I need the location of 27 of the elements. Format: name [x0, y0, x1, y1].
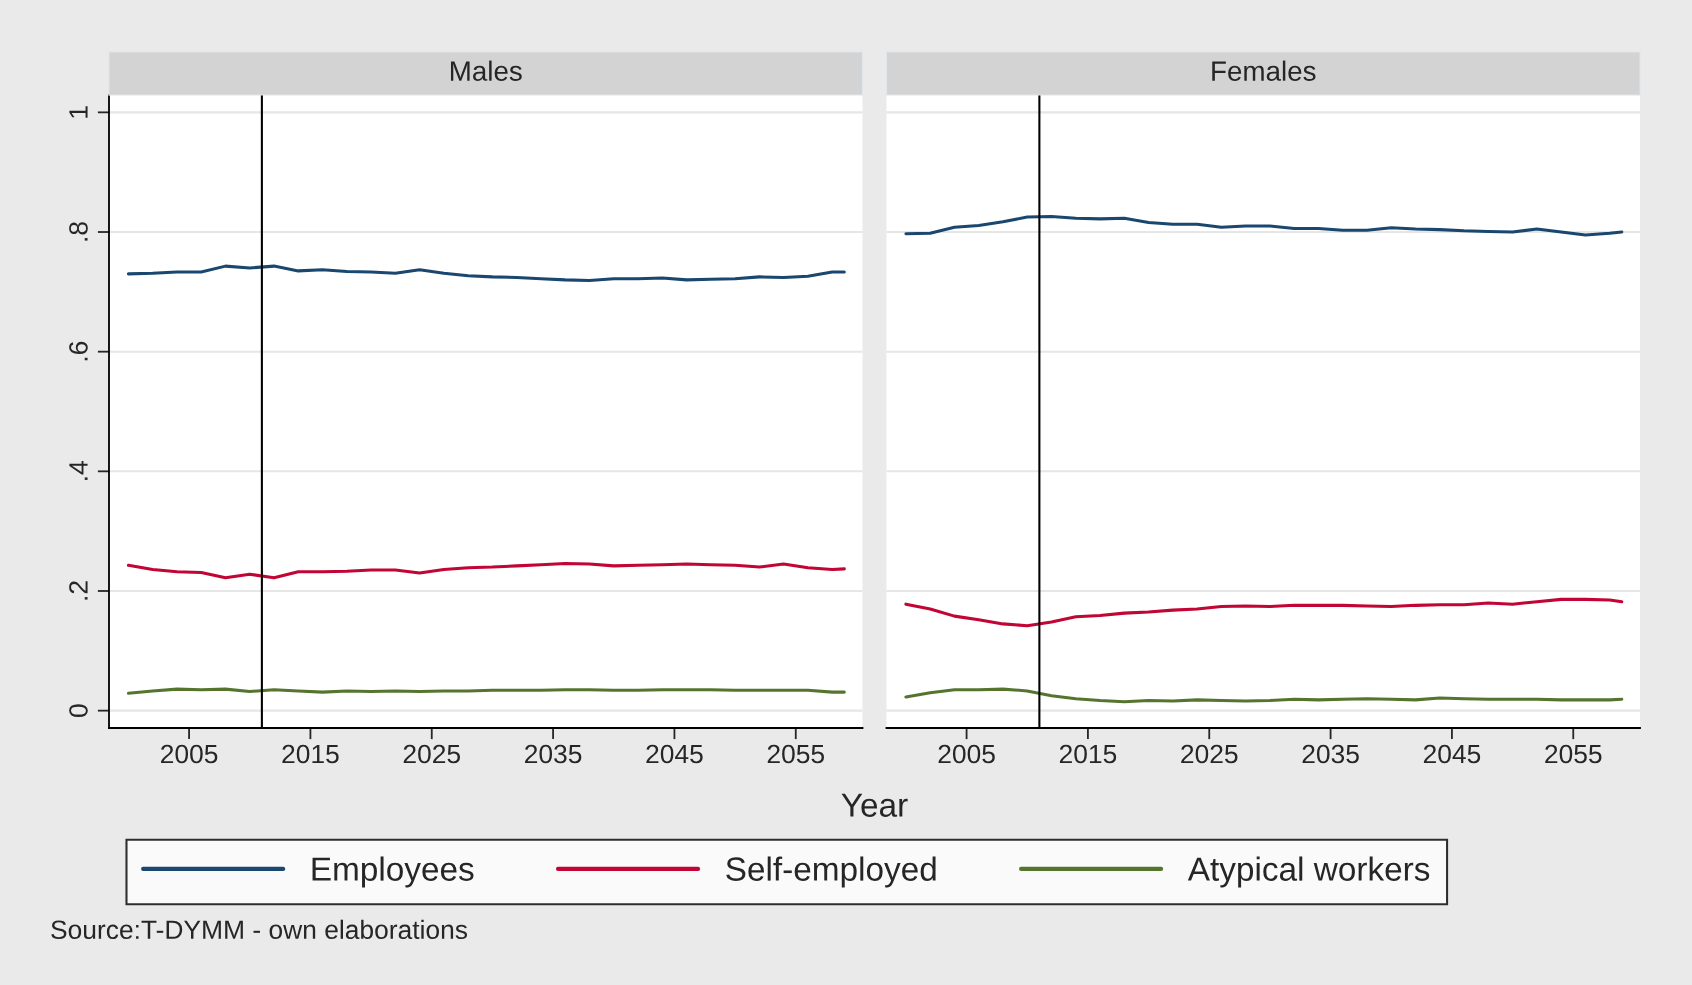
y-tick-label: 1: [69, 106, 88, 118]
legend-label: Self-employed: [726, 856, 936, 888]
x-tick-label: 2025: [403, 744, 460, 764]
chart-title: Females: [1212, 60, 1316, 81]
x-tick-label: 2035: [1302, 744, 1359, 764]
y-tick-label: .2: [69, 581, 88, 600]
x-tick-label: 2045: [646, 744, 703, 764]
source-note: Source:T-DYMM - own elaborations: [51, 919, 468, 940]
x-tick-label: 2045: [1423, 744, 1481, 764]
legend-label: Employees: [312, 856, 474, 888]
line-series: [126, 561, 846, 580]
y-tick-label: 0: [69, 704, 88, 717]
x-tick-label: 2055: [767, 744, 825, 764]
x-tick-label: 2055: [1545, 744, 1602, 764]
x-tick-label: 2015: [282, 744, 339, 764]
x-tick-label: 2015: [1059, 744, 1117, 764]
legend-label: Atypical workers: [1187, 856, 1430, 888]
y-tick-label: .8: [69, 222, 88, 241]
chart-title: Males: [450, 60, 522, 81]
y-tick-label: .6: [69, 341, 88, 361]
line-series: [126, 264, 846, 282]
x-tick-label: 2005: [161, 744, 218, 764]
x-tick-label: 2035: [525, 744, 582, 764]
x-axis-title: Year: [841, 793, 908, 817]
y-tick-label: .4: [69, 461, 88, 480]
x-tick-label: 2005: [938, 744, 995, 764]
x-tick-label: 2025: [1181, 744, 1238, 764]
